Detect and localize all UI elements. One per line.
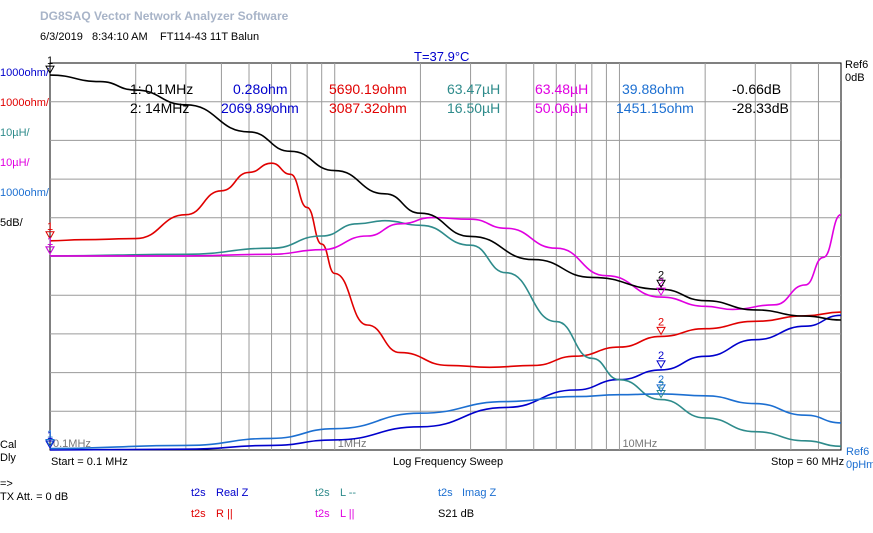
marker-triangle [656,279,666,289]
marker-triangle [45,246,55,255]
marker2-r-par: 3087.32ohm [329,100,407,116]
marker1-l-ser: 63.47µH [447,81,501,97]
scale-label-r-par: 1000ohm/ [0,97,49,109]
legend-r-par-prefix: t2s [191,508,206,520]
marker-triangle [656,390,666,399]
sweep-start: Start = 0.1 MHz [51,456,128,468]
ref-top-label: Ref6 [845,59,869,71]
marker-number: 1 [47,55,53,67]
marker-number: 1 [47,221,53,233]
trace-s21 [49,74,842,321]
legend-imag-z[interactable]: Imag Z [462,487,497,499]
legend-l-ser-prefix: t2s [315,487,330,499]
marker-triangle [45,438,55,448]
legend-imag-z-prefix: t2s [438,487,453,499]
marker-number: 1 [47,428,53,440]
trace-imag-z [49,393,842,450]
x-tick-label: 10MHz [622,438,657,450]
marker-triangle [656,384,666,393]
marker1-real-z: 0.28ohm [233,81,288,97]
trace-l- [49,219,842,448]
marker-number: 2 [658,269,664,281]
ref-bottom-label: Ref6 [846,446,870,458]
legend-real-z-prefix: t2s [191,487,206,499]
trace-l- [50,213,842,311]
x-tick-label: 1MHz [338,438,367,450]
marker-number: 1 [47,236,53,248]
legend-l-par[interactable]: L || [340,508,355,520]
legend-l-ser[interactable]: L -- [340,487,357,499]
marker2-id: 2: [130,100,142,116]
marker2-l-ser: 16.50µH [447,100,501,116]
marker-number: 2 [658,277,664,289]
marker1-l-par: 63.48µH [535,81,589,97]
marker-number: 2 [658,380,664,392]
marker2-s21: -28.33dB [732,100,789,116]
header-date: 6/3/2019 [40,31,83,43]
sweep-stop: Stop = 60 MHz [771,456,845,468]
marker-number: 2 [658,316,664,328]
marker-triangle [656,360,666,369]
marker2-freq: 14MHz [145,100,190,116]
trace-r- [49,162,842,369]
marker-triangle [45,231,55,240]
header-time: 8:34:10 AM [92,31,148,43]
marker-number: 1 [47,236,53,248]
marker2-real-z: 2069.89ohm [221,100,299,116]
marker-triangle [45,440,55,449]
marker-triangle [656,326,666,336]
scale-label-s21: 5dB/ [0,217,23,229]
sweep-mode: Log Frequency Sweep [393,456,504,468]
tx-attenuation: TX Att. = 0 dB [0,491,69,503]
marker-number: 2 [658,350,664,362]
marker-triangle [45,65,55,75]
scale-label-l-ser: 10µH/ [0,127,30,139]
x-tick-labels: 0.1MHz 1MHz 10MHz [53,438,657,450]
marker2-l-par: 50.06µH [535,100,589,116]
marker2-imag-z: 1451.15ohm [616,100,694,116]
marker1-freq: 0.1MHz [145,81,194,97]
trace-real-z [49,314,842,451]
marker-number: 2 [658,374,664,386]
legend-r-par[interactable]: R || [216,508,233,520]
marker1-s21: -0.66dB [732,81,782,97]
marker1-imag-z: 39.88ohm [622,81,685,97]
scale-label-real-z: 1000ohm/ [0,67,49,79]
chart-grid [49,62,842,451]
legend-s21[interactable]: S21 dB [438,508,475,520]
chart-traces [49,74,842,451]
dly-label: Dly [0,452,16,464]
marker1-r-par: 5690.19ohm [329,81,407,97]
marker1-id: 1: [130,81,142,97]
tx-arrow: => [0,478,13,490]
header-title: FT114-43 11T Balun [160,31,260,43]
scale-label-l-par: 10µH/ [0,157,30,169]
app-title: DG8SAQ Vector Network Analyzer Software [40,9,289,23]
ref-bottom-value: 0pHm [846,459,873,471]
scale-label-imag-z: 1000ohm/ [0,187,49,199]
legend-l-par-prefix: t2s [315,508,330,520]
x-tick-label: 0.1MHz [53,438,91,450]
legend-real-z[interactable]: Real Z [216,487,249,499]
temperature-readout: T=37.9°C [414,49,470,64]
cal-label: Cal [0,439,17,451]
ref-top-value: 0dB [845,72,865,84]
marker-number: 1 [47,430,53,442]
